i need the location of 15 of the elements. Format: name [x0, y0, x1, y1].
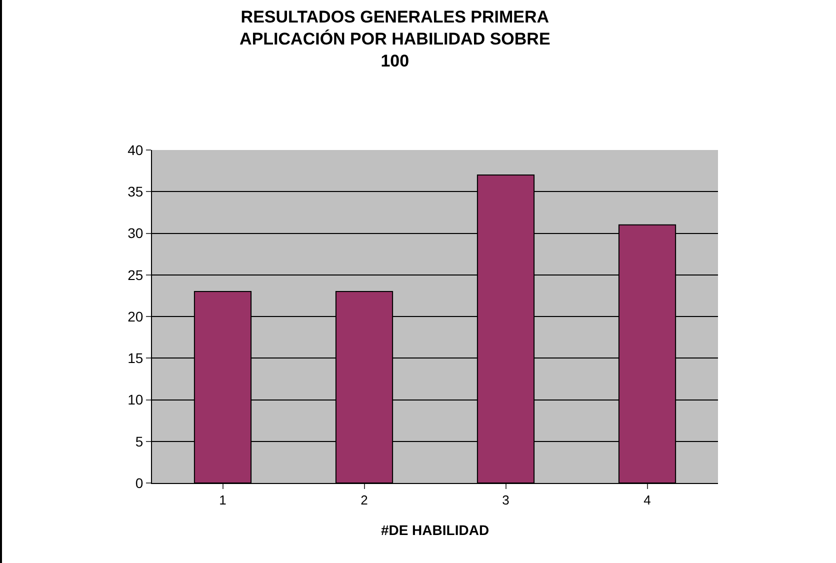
x-tick-label: 3	[502, 492, 510, 508]
y-tick-label: 35	[128, 184, 144, 200]
y-tick-label: 30	[128, 225, 144, 242]
chart-title: RESULTADOS GENERALES PRIMERA APLICACIÓN POR HABILIDAD SOBRE 100	[240, 8, 550, 71]
y-tick-label: 10	[128, 392, 144, 408]
y-tick-label: 40	[128, 142, 144, 158]
y-tick-label: 0	[135, 474, 144, 491]
y-tick-label: 15	[128, 350, 144, 366]
x-tick-label: 4	[644, 492, 651, 508]
y-tick-label: 25	[128, 266, 144, 283]
x-axis-title: #DE HABILIDAD	[380, 522, 490, 538]
x-tick-label: 1	[219, 492, 226, 508]
x-tick-label: 2	[360, 492, 368, 508]
y-tick-label: 5	[135, 433, 144, 450]
y-tick-label: 20	[128, 308, 144, 324]
